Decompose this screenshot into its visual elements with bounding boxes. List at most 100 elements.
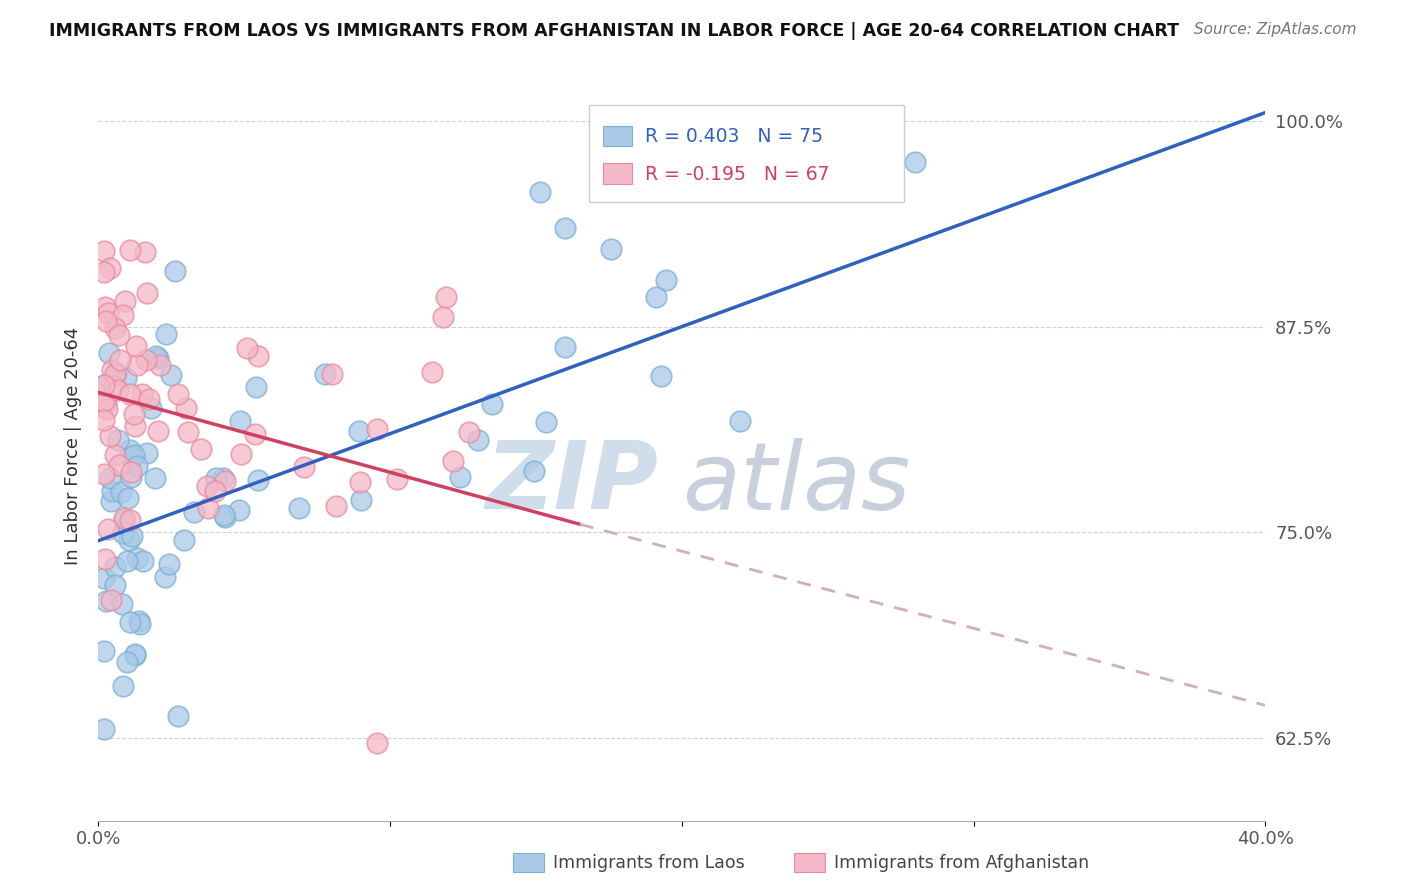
- Text: R = -0.195   N = 67: R = -0.195 N = 67: [644, 164, 830, 184]
- Point: [214, 474, 236, 488]
- Point: [554, 340, 576, 354]
- Point: [94, 313, 117, 327]
- Point: [93, 644, 115, 658]
- Point: [165, 263, 187, 277]
- Point: [228, 502, 250, 516]
- Point: [173, 533, 195, 547]
- Point: [120, 465, 142, 479]
- Point: [554, 220, 576, 235]
- Point: [118, 533, 141, 548]
- Point: [214, 510, 236, 524]
- Point: [441, 454, 464, 468]
- Point: [104, 578, 127, 592]
- Point: [135, 353, 157, 368]
- Point: [94, 594, 117, 608]
- Point: [121, 529, 143, 543]
- Point: [93, 377, 115, 392]
- Point: [98, 429, 121, 443]
- Point: [111, 526, 134, 541]
- Point: [115, 656, 138, 670]
- Point: [104, 321, 127, 335]
- Point: [120, 615, 142, 629]
- Point: [111, 679, 134, 693]
- Point: [97, 522, 120, 536]
- Point: [115, 370, 138, 384]
- Point: [366, 736, 388, 750]
- Point: [420, 365, 443, 379]
- Point: [93, 393, 115, 408]
- Point: [141, 401, 163, 416]
- Point: [349, 424, 371, 438]
- Point: [350, 493, 373, 508]
- Point: [650, 369, 672, 384]
- Point: [155, 326, 177, 341]
- Point: [204, 471, 226, 485]
- Point: [132, 554, 155, 568]
- FancyBboxPatch shape: [589, 105, 904, 202]
- Point: [120, 513, 142, 527]
- Point: [93, 467, 115, 482]
- Point: [145, 349, 167, 363]
- Point: [135, 446, 157, 460]
- Point: [204, 484, 226, 499]
- Point: [288, 501, 311, 516]
- Point: [120, 470, 142, 484]
- Point: [97, 346, 120, 360]
- Point: [112, 511, 135, 525]
- Point: [131, 387, 153, 401]
- Point: [247, 350, 270, 364]
- Point: [127, 358, 149, 372]
- Point: [325, 499, 347, 513]
- Text: atlas: atlas: [682, 438, 910, 529]
- Point: [195, 479, 218, 493]
- Point: [98, 260, 121, 275]
- Point: [190, 442, 212, 456]
- Text: Source: ZipAtlas.com: Source: ZipAtlas.com: [1194, 22, 1357, 37]
- Point: [174, 401, 197, 416]
- Point: [93, 377, 115, 392]
- Point: [94, 552, 117, 566]
- Text: Immigrants from Afghanistan: Immigrants from Afghanistan: [834, 854, 1088, 871]
- Text: R = 0.403   N = 75: R = 0.403 N = 75: [644, 127, 823, 146]
- Y-axis label: In Labor Force | Age 20-64: In Labor Force | Age 20-64: [63, 326, 82, 566]
- Point: [321, 368, 343, 382]
- Point: [143, 471, 166, 485]
- Point: [124, 648, 146, 662]
- Point: [93, 571, 115, 585]
- Point: [197, 501, 219, 516]
- Point: [117, 491, 139, 505]
- Point: [183, 505, 205, 519]
- Point: [292, 459, 315, 474]
- Point: [385, 472, 408, 486]
- Point: [349, 475, 371, 489]
- Point: [523, 465, 546, 479]
- Point: [153, 570, 176, 584]
- Point: [536, 415, 558, 429]
- Point: [157, 557, 180, 571]
- Point: [166, 387, 188, 401]
- Point: [314, 367, 336, 381]
- Point: [124, 647, 146, 661]
- Point: [100, 470, 122, 484]
- Point: [107, 383, 129, 397]
- Point: [366, 422, 388, 436]
- Point: [118, 387, 141, 401]
- Point: [730, 414, 752, 428]
- Point: [111, 309, 134, 323]
- Point: [104, 559, 127, 574]
- Point: [108, 352, 131, 367]
- Point: [136, 286, 159, 301]
- Point: [96, 402, 118, 417]
- Point: [108, 327, 131, 342]
- Point: [245, 380, 267, 394]
- Point: [243, 427, 266, 442]
- Point: [214, 508, 236, 523]
- Point: [112, 513, 135, 527]
- Point: [100, 362, 122, 376]
- Bar: [603, 163, 631, 184]
- Point: [236, 341, 259, 355]
- Point: [600, 243, 623, 257]
- Point: [134, 245, 156, 260]
- Point: [93, 244, 115, 259]
- Point: [160, 368, 183, 383]
